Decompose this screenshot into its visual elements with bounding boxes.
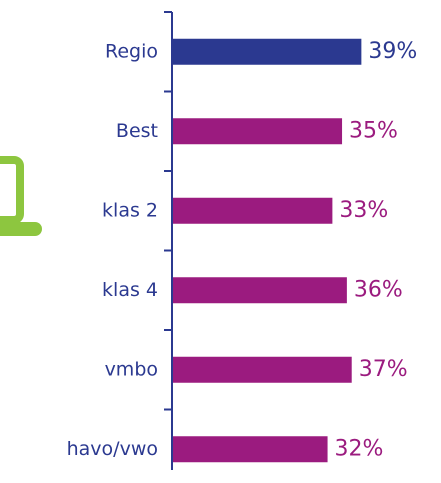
category-label: klas 4 [102,279,158,301]
category-label: vmbo [105,358,158,380]
bar [173,356,352,383]
value-label: 39% [368,39,417,64]
bar [173,277,347,304]
bar [173,118,343,145]
category-label: klas 2 [102,199,158,221]
category-label: Best [116,120,158,142]
category-label: havo/vwo [67,438,158,460]
value-label: 32% [335,436,384,461]
value-label: 35% [349,118,398,143]
category-label: Regio [105,40,158,62]
value-label: 37% [359,357,408,382]
bar [173,38,362,65]
value-label: 36% [354,277,403,302]
value-label: 33% [339,198,388,223]
bar [173,436,328,463]
bar [173,197,333,224]
laptop-icon [0,156,42,236]
